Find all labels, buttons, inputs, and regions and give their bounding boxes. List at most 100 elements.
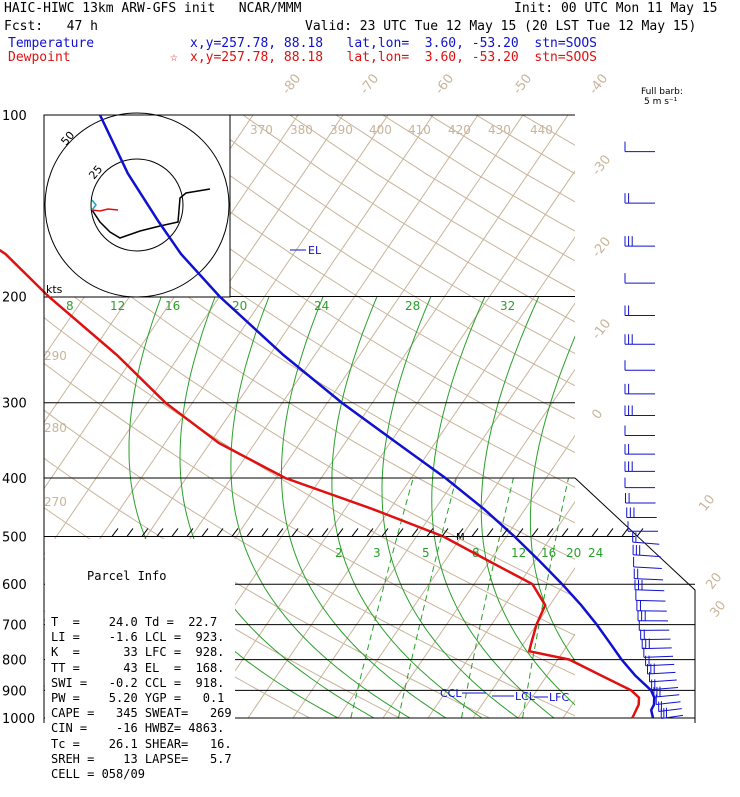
wind-barb	[637, 601, 667, 611]
hatch-mark	[472, 528, 478, 536]
theta-label-390: 390	[330, 123, 353, 137]
mixing-ratio-label-upper-16: 16	[165, 299, 180, 313]
mixing-ratio-label-lower-16: 16	[541, 546, 556, 560]
isotherm-line	[698, 115, 740, 718]
pressure-label-100: 100	[2, 109, 27, 124]
wind-barb	[636, 590, 666, 601]
wind-barb	[625, 142, 655, 152]
mixing-ratio-label-lower-3: 3	[373, 546, 381, 560]
mixing-ratio-label-lower-20: 20	[566, 546, 581, 560]
isotherm-label-10: 10	[696, 492, 718, 514]
lfc-label: LFC	[549, 691, 569, 704]
theta-label-440: 440	[530, 123, 553, 137]
mixing-ratio-line	[651, 478, 684, 718]
wind-barb	[625, 405, 655, 415]
dry-adiabat	[383, 115, 740, 718]
dry-adiabat	[476, 115, 740, 718]
el-label: EL	[308, 244, 322, 257]
moist-adiabat	[481, 297, 590, 719]
parcel-info-row: CELL = 058/09	[51, 767, 235, 782]
isotherm-label-30: 30	[707, 598, 729, 620]
hatch-mark	[172, 528, 178, 536]
wind-barb	[638, 611, 668, 621]
dry-adiabat	[290, 115, 740, 718]
isotherm-label--20: -20	[589, 234, 614, 260]
theta-label-380: 380	[290, 123, 313, 137]
parcel-info-row: Tc = 26.1 SHEAR= 16.	[51, 737, 235, 752]
hatch-mark	[637, 528, 643, 536]
parcel-info-row: T = 24.0 Td = 22.7	[51, 615, 235, 630]
isotherm-label--50: -50	[510, 71, 535, 97]
moist-adiabat	[432, 297, 554, 719]
hatch-mark	[307, 528, 313, 536]
moist-adiabat	[382, 297, 518, 719]
pressure-label-500: 500	[2, 530, 27, 545]
wind-barb	[625, 305, 655, 315]
wind-barb	[628, 521, 658, 531]
wind-barb	[626, 493, 656, 503]
theta-label-370: 370	[250, 123, 273, 137]
wind-barb	[625, 334, 655, 344]
hatch-mark	[352, 528, 358, 536]
pressure-label-200: 200	[2, 291, 27, 306]
isotherm-label--70: -70	[357, 71, 382, 97]
hatch-mark	[532, 528, 538, 536]
theta-label-430: 430	[488, 123, 511, 137]
wind-barb	[625, 360, 655, 370]
isotherm-label--60: -60	[432, 71, 457, 97]
theta-label-410: 410	[408, 123, 431, 137]
theta-label-420: 420	[448, 123, 471, 137]
isotherm-line	[563, 115, 740, 718]
lower-plot-boundary	[575, 478, 695, 723]
wind-barb	[625, 384, 655, 394]
parcel-info-title: Parcel Info	[45, 569, 235, 584]
hatch-mark	[577, 528, 583, 536]
parcel-info-row: SWI = -0.2 CCL = 918.	[51, 676, 235, 691]
wind-barb	[633, 545, 660, 557]
theta-label-270: 270	[44, 495, 67, 509]
hodograph-units: kts	[46, 283, 63, 296]
hatch-mark	[262, 528, 268, 536]
wind-barb	[625, 425, 655, 435]
mixing-ratio-line	[677, 478, 707, 718]
isotherm-label--10: -10	[589, 316, 614, 342]
wind-barb	[625, 193, 655, 203]
hatch-mark	[622, 528, 628, 536]
wind-barb	[633, 532, 660, 544]
moist-adiabat	[282, 297, 447, 719]
wind-barbs	[625, 142, 683, 719]
isotherm-label--30: -30	[589, 152, 614, 178]
wind-legend-line1: Full barb:	[641, 87, 683, 97]
isotherm-line	[203, 115, 613, 718]
hatch-mark	[202, 528, 208, 536]
isotherm-line	[473, 115, 740, 718]
mixing-ratio-label-upper-28: 28	[405, 299, 420, 313]
mixing-ratio-line	[700, 478, 727, 718]
isotherm-line	[428, 115, 740, 718]
pressure-label-1000: 1000	[2, 712, 35, 727]
wind-barb	[625, 444, 655, 454]
mixing-ratio-label-lower-5: 5	[422, 546, 430, 560]
mixing-ratio-label-lower-2: 2	[335, 546, 343, 560]
hatch-mark	[217, 528, 223, 536]
dry-adiabat	[429, 115, 740, 718]
hatch-mark	[112, 528, 118, 536]
isotherm-line	[338, 115, 740, 718]
mixing-ratio-label-lower-12: 12	[511, 546, 526, 560]
wind-barb	[625, 236, 655, 246]
pressure-label-900: 900	[2, 684, 27, 699]
hatch-mark	[487, 528, 493, 536]
isotherm-line	[383, 115, 740, 718]
m-label: M	[456, 532, 465, 543]
isotherm-label-20: 20	[703, 570, 725, 592]
hodograph-inset: 50 25 kts	[44, 113, 230, 297]
theta-label-400: 400	[369, 123, 392, 137]
mixing-ratio-line	[523, 478, 569, 718]
lcl-label: LCL	[515, 690, 536, 703]
wind-barb	[634, 569, 663, 580]
pressure-label-300: 300	[2, 397, 27, 412]
pressure-label-800: 800	[2, 654, 27, 669]
mixing-ratio-label-upper-32: 32	[500, 299, 515, 313]
moist-adiabat	[579, 297, 662, 719]
